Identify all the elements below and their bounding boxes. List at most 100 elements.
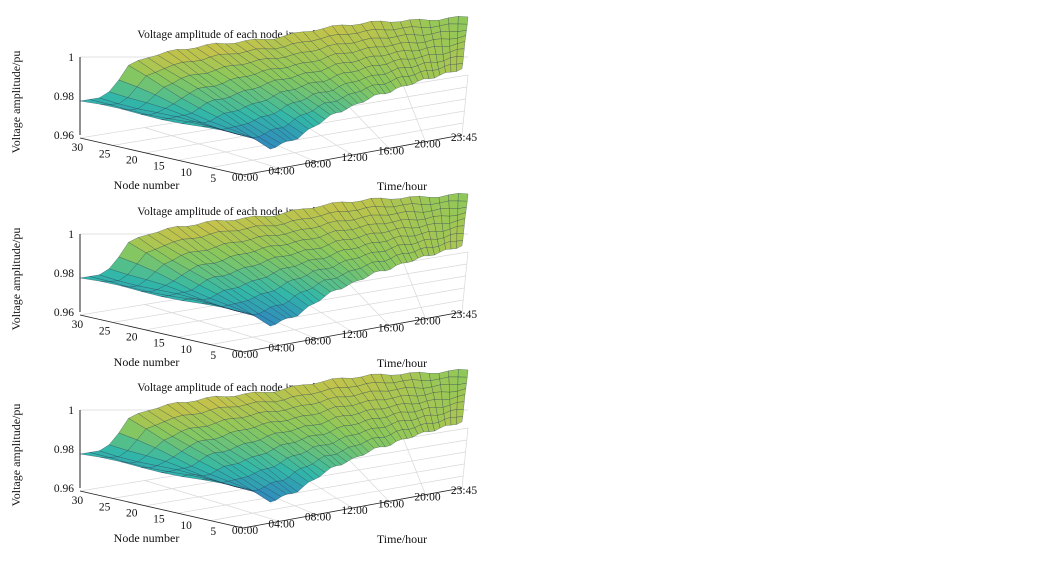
surface-patch — [433, 215, 443, 224]
surface-patch — [456, 56, 464, 65]
y-tick-label: 30 — [72, 142, 84, 154]
x-tick-label: 16:00 — [378, 322, 404, 334]
y-tick-label: 25 — [99, 501, 111, 513]
surface-patch — [440, 31, 450, 40]
grid-line — [461, 74, 469, 136]
x-tick-label: 12:00 — [341, 505, 367, 517]
y-tick-label: 5 — [210, 173, 216, 185]
x-tick-label: 00:00 — [232, 172, 258, 184]
surface-patch — [419, 195, 431, 205]
surface-patch — [419, 18, 431, 28]
surface-patch — [441, 391, 450, 400]
y-tick-label: 25 — [99, 325, 111, 337]
y-axis-line — [79, 137, 244, 176]
surface-patch — [448, 200, 459, 209]
x-axis-label: Time/hour — [377, 532, 427, 546]
y-tick-label: 5 — [210, 350, 216, 362]
y-axis-label: Node number — [114, 355, 180, 369]
surface-patch — [433, 38, 443, 47]
y-tick-label: 10 — [180, 167, 192, 179]
surface-patch — [440, 208, 450, 217]
y-axis-line — [79, 490, 244, 529]
surface-patch — [449, 31, 459, 40]
grid-line — [177, 287, 465, 338]
surface-patch — [448, 16, 459, 25]
panel-amp_a: Voltage amplitude of each node in each p… — [9, 16, 477, 193]
y-tick-label: 30 — [72, 495, 84, 507]
x-tick-label: 16:00 — [378, 498, 404, 510]
x-tick-label: 04:00 — [268, 342, 294, 354]
grid-line — [403, 262, 426, 319]
x-axis-label: Time/hour — [377, 356, 427, 370]
x-tick-label: 20:00 — [414, 316, 440, 328]
y-tick-label: 5 — [210, 526, 216, 538]
surface-patch — [456, 416, 463, 425]
grid-line — [177, 110, 465, 161]
surface — [79, 369, 469, 503]
panel-amp_b: Voltage amplitude of each node in each p… — [9, 193, 477, 370]
z-tick-label: 1 — [68, 52, 74, 64]
y-tick-label: 30 — [72, 319, 84, 331]
z-tick-label: 0.96 — [54, 483, 74, 495]
y-tick-label: 15 — [153, 161, 165, 173]
surface-patch — [450, 241, 457, 250]
grid-line — [403, 85, 426, 142]
y-tick-label: 25 — [99, 148, 111, 160]
grid-line — [144, 480, 280, 522]
grid-line — [144, 304, 280, 346]
x-tick-label: 20:00 — [414, 492, 440, 504]
surface-patch — [450, 56, 458, 65]
surface-patch — [433, 391, 443, 400]
x-axis-line — [242, 487, 463, 529]
surface-patch — [450, 417, 457, 426]
y-axis-label: Node number — [114, 178, 180, 192]
surface-patch — [441, 215, 450, 224]
x-tick-label: 20:00 — [414, 139, 440, 151]
surface-patch — [450, 64, 457, 73]
surface-patch — [440, 384, 450, 393]
grid-line — [210, 475, 464, 521]
grid-line — [210, 122, 464, 168]
surface-patch — [456, 233, 464, 242]
y-tick-label: 10 — [180, 344, 192, 356]
y-tick-label: 20 — [126, 508, 138, 520]
surface — [79, 16, 469, 150]
surface-patch — [456, 63, 463, 72]
x-tick-label: 12:00 — [341, 329, 367, 341]
surface-patch — [457, 369, 469, 378]
z-tick-label: 0.98 — [54, 268, 74, 280]
x-tick-label: 23:45 — [451, 132, 477, 144]
y-tick-label: 20 — [126, 155, 138, 167]
grid-line — [461, 251, 469, 313]
x-tick-label: 00:00 — [232, 349, 258, 361]
x-tick-label: 00:00 — [232, 525, 258, 537]
x-tick-label: 23:45 — [451, 485, 477, 497]
surface-patch — [450, 233, 458, 242]
surface-patch — [434, 399, 444, 408]
y-tick-label: 15 — [153, 514, 165, 526]
surface-patch — [419, 371, 431, 381]
z-tick-label: 0.98 — [54, 444, 74, 456]
x-axis-label: Time/hour — [377, 179, 427, 193]
z-tick-label: 1 — [68, 405, 74, 417]
x-tick-label: 04:00 — [268, 518, 294, 530]
y-axis-line — [79, 314, 244, 353]
y-tick-label: 10 — [180, 520, 192, 532]
surface-patch — [457, 193, 469, 202]
x-tick-label: 08:00 — [305, 159, 331, 171]
grid-line — [403, 438, 426, 495]
z-tick-label: 1 — [68, 229, 74, 241]
panel-amp_c: Voltage amplitude of each node in each p… — [9, 369, 477, 546]
z-axis-label: Voltage amplitude/pu — [9, 51, 23, 154]
surface-patch — [448, 376, 459, 385]
x-tick-label: 08:00 — [305, 512, 331, 524]
surface-patch — [441, 38, 450, 47]
surface-patch — [434, 46, 444, 55]
grid-line — [210, 299, 464, 345]
surface-patch — [449, 384, 459, 393]
surface-patch — [448, 369, 459, 378]
grid-line — [461, 427, 469, 489]
surface-patch — [448, 193, 459, 202]
surface — [79, 193, 469, 327]
